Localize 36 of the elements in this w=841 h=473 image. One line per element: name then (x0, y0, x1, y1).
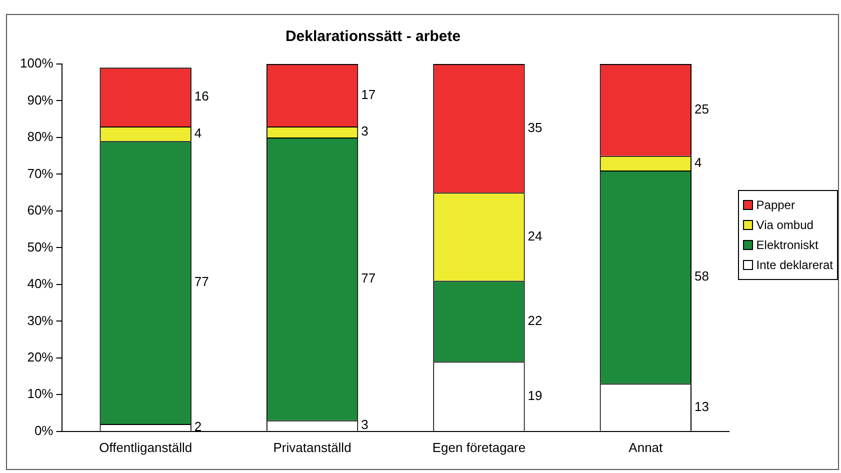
y-tick-label: 50% (27, 239, 54, 254)
data-label: 4 (694, 154, 702, 170)
data-label: 17 (361, 86, 376, 102)
data-label: 13 (694, 398, 709, 414)
y-tick-label: 100% (20, 56, 54, 71)
data-label: 4 (194, 125, 202, 140)
data-label: 3 (361, 417, 368, 432)
y-tick-label: 20% (27, 350, 54, 364)
data-label: 35 (528, 120, 542, 135)
chart-title: Deklarationssätt - arbete (285, 28, 461, 46)
data-label: 19 (528, 388, 542, 403)
data-label: 3 (361, 124, 368, 139)
data-label: 22 (528, 312, 542, 328)
x-tick-label: Egen företagare (432, 440, 526, 455)
y-tick-label: 70% (27, 166, 54, 181)
x-tick-label: Offentliganställd (99, 440, 192, 455)
legend-label: Via ombud (756, 218, 814, 232)
legend-label: Papper (756, 198, 795, 212)
y-tick-label: 80% (27, 129, 54, 144)
y-tick-label: 10% (27, 386, 54, 402)
text: Inte deklarerat (756, 258, 833, 272)
y-tick-label: 30% (27, 312, 54, 328)
y-tick-label: 40% (27, 276, 54, 292)
legend-label: Elektroniskt (756, 238, 818, 252)
y-tick-label: 60% (27, 202, 54, 218)
data-label: 2 (194, 419, 202, 434)
x-tick-label: Annat (628, 440, 664, 455)
data-label: 16 (194, 88, 209, 104)
y-tick-label: 0% (34, 422, 54, 438)
data-label: 25 (694, 102, 709, 117)
data-label: 58 (694, 268, 709, 284)
data-label: 24 (528, 228, 542, 244)
data-label: 77 (194, 274, 209, 290)
x-tick-label: Privatanställd (273, 440, 352, 455)
y-tick-label: 90% (27, 92, 54, 108)
data-label: 77 (361, 270, 376, 286)
